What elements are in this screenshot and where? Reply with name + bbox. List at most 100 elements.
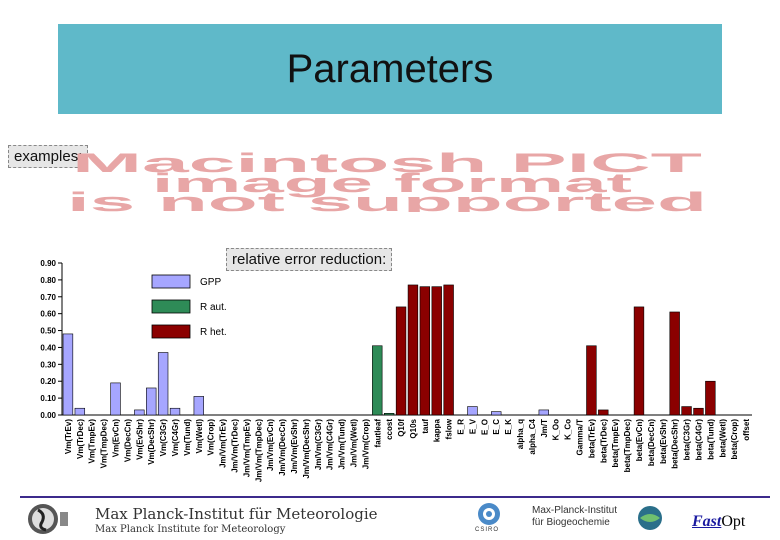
x-tick-label: Q10s <box>409 418 418 438</box>
examples-label: examples: <box>8 145 89 168</box>
legend-label: R het. <box>200 327 227 338</box>
x-tick-label: Vm(Tund) <box>183 419 192 456</box>
x-tick-label: Vm(TrEv) <box>64 419 73 454</box>
x-tick-label: Jm/Vm(EvShr) <box>290 419 299 474</box>
y-tick-label: 0.90 <box>40 259 56 268</box>
x-tick-label: beta(Tund) <box>706 419 715 460</box>
x-tick-label: beta(EvShr) <box>659 419 668 464</box>
bar <box>62 333 74 416</box>
x-tick-label: E_O <box>480 419 489 435</box>
x-tick-label: Jm/Vm(DecShr) <box>302 419 311 479</box>
x-tick-label: beta(TmpEv) <box>611 419 620 468</box>
y-tick-label: 0.00 <box>40 411 56 420</box>
x-tick-label: ccost <box>385 419 394 440</box>
x-tick-label: Jm/Vm(TmpDec) <box>254 419 263 482</box>
pict-line-3: is not supported <box>67 187 707 212</box>
bar <box>110 382 121 416</box>
x-tick-label: E_V <box>468 418 477 434</box>
bar <box>146 387 157 416</box>
x-tick-label: K_Co <box>564 419 573 440</box>
y-tick-label: 0.10 <box>40 394 56 403</box>
x-tick-label: beta(EvCn) <box>635 419 644 462</box>
x-tick-label: E_K <box>504 419 513 435</box>
x-tick-label: alpha_C4 <box>528 418 537 454</box>
x-tick-label: fslow <box>445 418 454 439</box>
bar <box>383 413 395 416</box>
x-tick-label: beta(TmpDec) <box>623 419 632 473</box>
x-tick-label: Vm(EvShr) <box>135 419 144 460</box>
x-tick-label: beta(DecCn) <box>647 419 656 466</box>
csiro-logo <box>478 503 500 525</box>
y-tick-label: 0.70 <box>40 293 56 302</box>
x-tick-label: Vm(Crop) <box>207 419 216 456</box>
footer-divider <box>20 496 770 498</box>
y-tick-label: 0.30 <box>40 360 56 369</box>
bar <box>467 406 478 416</box>
legend-swatch <box>151 324 191 339</box>
x-tick-label: tauf <box>421 419 430 434</box>
error-reduction-chart: 0.00 0.10 0.20 0.30 0.40 0.50 0.60 0.70 0.80 0.90… <box>40 259 752 482</box>
x-tick-label: Vm(C4Gr) <box>171 419 180 457</box>
x-tick-label: Jm/Vm(DecCn) <box>278 419 287 476</box>
mpi-minerva-logo <box>28 504 68 534</box>
x-tick-label: E_C <box>492 419 501 435</box>
x-tick-label: Jm/T <box>540 419 549 438</box>
x-tick-label: Q10f <box>397 419 406 437</box>
x-tick-label: Jm/Vm(C3Gr) <box>314 419 323 470</box>
y-tick-label: 0.50 <box>40 327 56 336</box>
csiro-label: CSIRO <box>475 527 500 533</box>
mpb-name-line2: für Biogeochemie <box>532 517 610 528</box>
x-tick-label: Vm(DecShr) <box>147 419 156 465</box>
x-tick-label: alpha_q <box>516 419 525 449</box>
mpb-name: Max-Planck-Institut für Biogeochemie <box>532 505 617 529</box>
y-tick-label: 0.40 <box>40 343 56 352</box>
mpi-name: Max Planck-Institut für Meteorologie Max… <box>95 505 378 535</box>
bar <box>372 345 383 416</box>
x-tick-label: Vm(C3Gr) <box>159 419 168 457</box>
x-tick-label: offset <box>742 419 751 441</box>
legend-label: GPP <box>200 277 221 288</box>
x-tick-label: beta(Crop) <box>730 419 739 460</box>
pict-line-2: image format <box>152 168 632 198</box>
bar <box>693 407 704 416</box>
x-tick-label: Jm/Vm(TrDec) <box>231 419 240 473</box>
x-tick-label: beta(C4Gr) <box>694 419 703 461</box>
bar <box>443 284 454 416</box>
x-tick-label: Jm/Vm(TrEv) <box>219 419 228 468</box>
bar <box>681 406 692 416</box>
title-banner: Parameters <box>58 24 722 114</box>
bar <box>633 306 645 416</box>
x-tick-label: E_R <box>457 419 466 435</box>
x-tick-label: fautleaf <box>373 419 382 448</box>
bar <box>431 286 442 416</box>
legend-swatch <box>151 299 191 314</box>
bar <box>169 407 181 416</box>
bar <box>157 352 169 416</box>
x-tick-label: Vm(Wetl) <box>195 419 204 454</box>
x-tick-label: kappa <box>433 418 442 442</box>
x-tick-label: beta(C3Gr) <box>683 419 692 461</box>
bar <box>586 345 597 416</box>
x-tick-label: Jm/Vm(C4Gr) <box>326 419 335 470</box>
bar <box>705 380 716 416</box>
x-tick-label: Vm(TrDec) <box>76 419 85 459</box>
x-tick-label: Vm(TmpDec) <box>100 419 109 469</box>
bar <box>134 409 145 416</box>
y-tick-label: 0.20 <box>40 377 56 386</box>
y-tick-label: 0.60 <box>40 310 56 319</box>
bar <box>193 396 204 416</box>
legend-label: R aut. <box>200 302 227 313</box>
x-tick-label: Gamma/T <box>576 419 585 456</box>
bar <box>491 411 502 416</box>
mpi-name-line2: Max Planck Institute for Meteorology <box>95 524 286 535</box>
x-tick-label: beta(TrDec) <box>599 419 608 463</box>
x-tick-label: Jm/Vm(Tund) <box>338 419 347 470</box>
x-tick-label: beta(TrEv) <box>587 419 596 458</box>
x-tick-label: Vm(TmpEv) <box>88 419 97 464</box>
mpi-name-line1: Max Planck-Institut für Meteorologie <box>95 505 378 523</box>
bar <box>669 311 680 416</box>
x-tick-label: Jm/Vm(EvCn) <box>266 419 275 471</box>
bar <box>419 286 431 416</box>
pict-line-1: Macintosh PICT <box>72 150 704 178</box>
x-tick-label: Vm(EvCn) <box>112 419 121 458</box>
